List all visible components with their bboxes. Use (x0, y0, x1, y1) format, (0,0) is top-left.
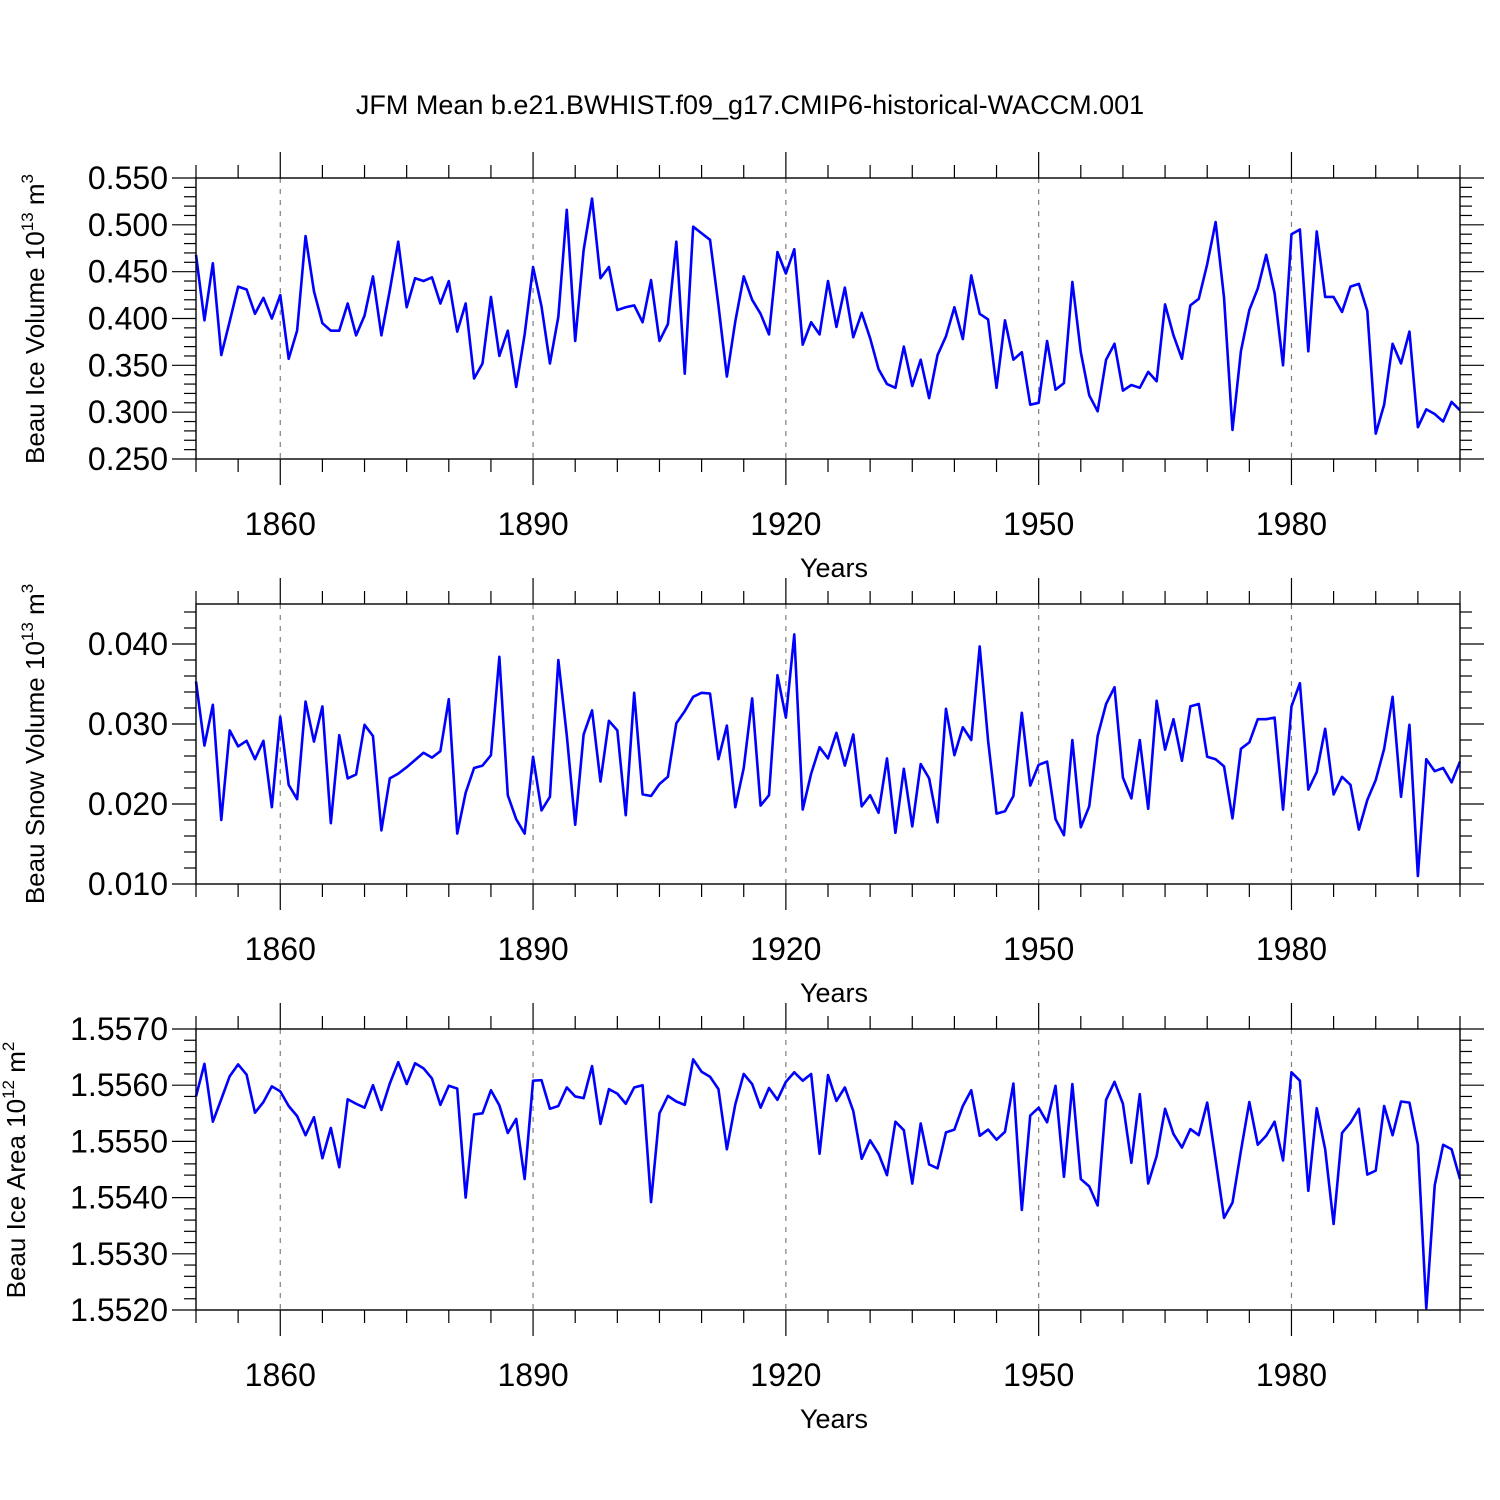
y-axis-label-unit-exponent: 3 (18, 584, 37, 593)
y-tick-label: 0.010 (88, 866, 168, 902)
x-tick-label-1920: 1920 (750, 1357, 821, 1393)
y-axis-label: Beau Ice Volume 1013 m3 (18, 174, 50, 464)
y-tick-label: 0.300 (88, 394, 168, 430)
y-axis-label-unit-exponent: 2 (0, 1042, 18, 1051)
y-tick-label: 0.040 (88, 626, 168, 662)
x-tick-label-1860: 1860 (245, 931, 316, 967)
y-axis-label-text: Beau Ice Area 10 (1, 1099, 31, 1298)
y-axis-label-text: Beau Ice Volume 10 (20, 231, 50, 464)
series-line (194, 633, 1462, 878)
x-axis-label: Years (800, 553, 868, 583)
x-tick-label-1980: 1980 (1256, 506, 1327, 542)
y-tick-label: 1.5540 (70, 1180, 168, 1216)
plot-frame (195, 603, 1461, 885)
x-tick-label-1920: 1920 (750, 506, 821, 542)
y-tick-label: 1.5570 (70, 1011, 168, 1047)
y-tick-label: 0.550 (88, 160, 168, 196)
series-line (194, 197, 1461, 436)
ice-area-panel: 1.5520 1.5530 1.5540 1.5550 1.5560 1.5570 1860… (0, 1003, 1484, 1434)
y-axis-label: Beau Snow Volume 1013 m3 (18, 584, 50, 904)
x-axis-label: Years (800, 1404, 868, 1434)
plot-frame (195, 1028, 1461, 1311)
y-tick-label: 1.5520 (70, 1292, 168, 1328)
y-tick-label: 0.250 (88, 441, 168, 477)
x-tick-label-1860: 1860 (245, 1357, 316, 1393)
y-axis-label-exponent: 13 (18, 622, 37, 641)
y-axis-label-text: Beau Snow Volume 10 (20, 641, 50, 904)
y-tick-label: 0.020 (88, 786, 168, 822)
x-tick-label-1980: 1980 (1256, 931, 1327, 967)
x-tick-label-1950: 1950 (1003, 506, 1074, 542)
plot-frame (195, 177, 1461, 460)
y-tick-label: 0.350 (88, 347, 168, 383)
x-axis-label: Years (800, 978, 868, 1008)
snow-volume-panel: 0.010 0.020 0.030 0.040 1860 1890 1920 1950 1980… (18, 578, 1484, 1008)
y-axis-label-exponent: 12 (0, 1080, 18, 1099)
figure-title: JFM Mean b.e21.BWHIST.f09_g17.CMIP6-hist… (356, 90, 1144, 120)
x-tick-label-1920: 1920 (750, 931, 821, 967)
y-tick-label: 1.5530 (70, 1236, 168, 1272)
y-tick-label: 0.500 (88, 207, 168, 243)
x-tick-label-1890: 1890 (497, 506, 568, 542)
y-tick-label: 0.450 (88, 254, 168, 290)
y-axis-label-unit: m (20, 593, 50, 622)
y-axis-label-exponent: 13 (18, 212, 37, 231)
y-tick-label: 1.5550 (70, 1123, 168, 1159)
series-line (194, 1058, 1462, 1310)
x-tick-label-1890: 1890 (497, 1357, 568, 1393)
x-tick-label-1950: 1950 (1003, 931, 1074, 967)
x-tick-label-1890: 1890 (497, 931, 568, 967)
y-tick-label: 1.5560 (70, 1067, 168, 1103)
x-tick-label-1950: 1950 (1003, 1357, 1074, 1393)
x-tick-label-1860: 1860 (245, 506, 316, 542)
x-tick-label-1980: 1980 (1256, 1357, 1327, 1393)
y-tick-label: 0.400 (88, 301, 168, 337)
y-axis-label: Beau Ice Area 1012 m2 (0, 1042, 31, 1299)
y-axis-label-unit-exponent: 3 (18, 174, 37, 183)
ice-volume-panel: 0.250 0.300 0.350 0.400 0.450 0.500 0.550 1860 1… (18, 152, 1484, 583)
y-tick-label: 0.030 (88, 706, 168, 742)
y-axis-label-unit: m (20, 183, 50, 212)
y-axis-label-unit: m (1, 1051, 31, 1080)
